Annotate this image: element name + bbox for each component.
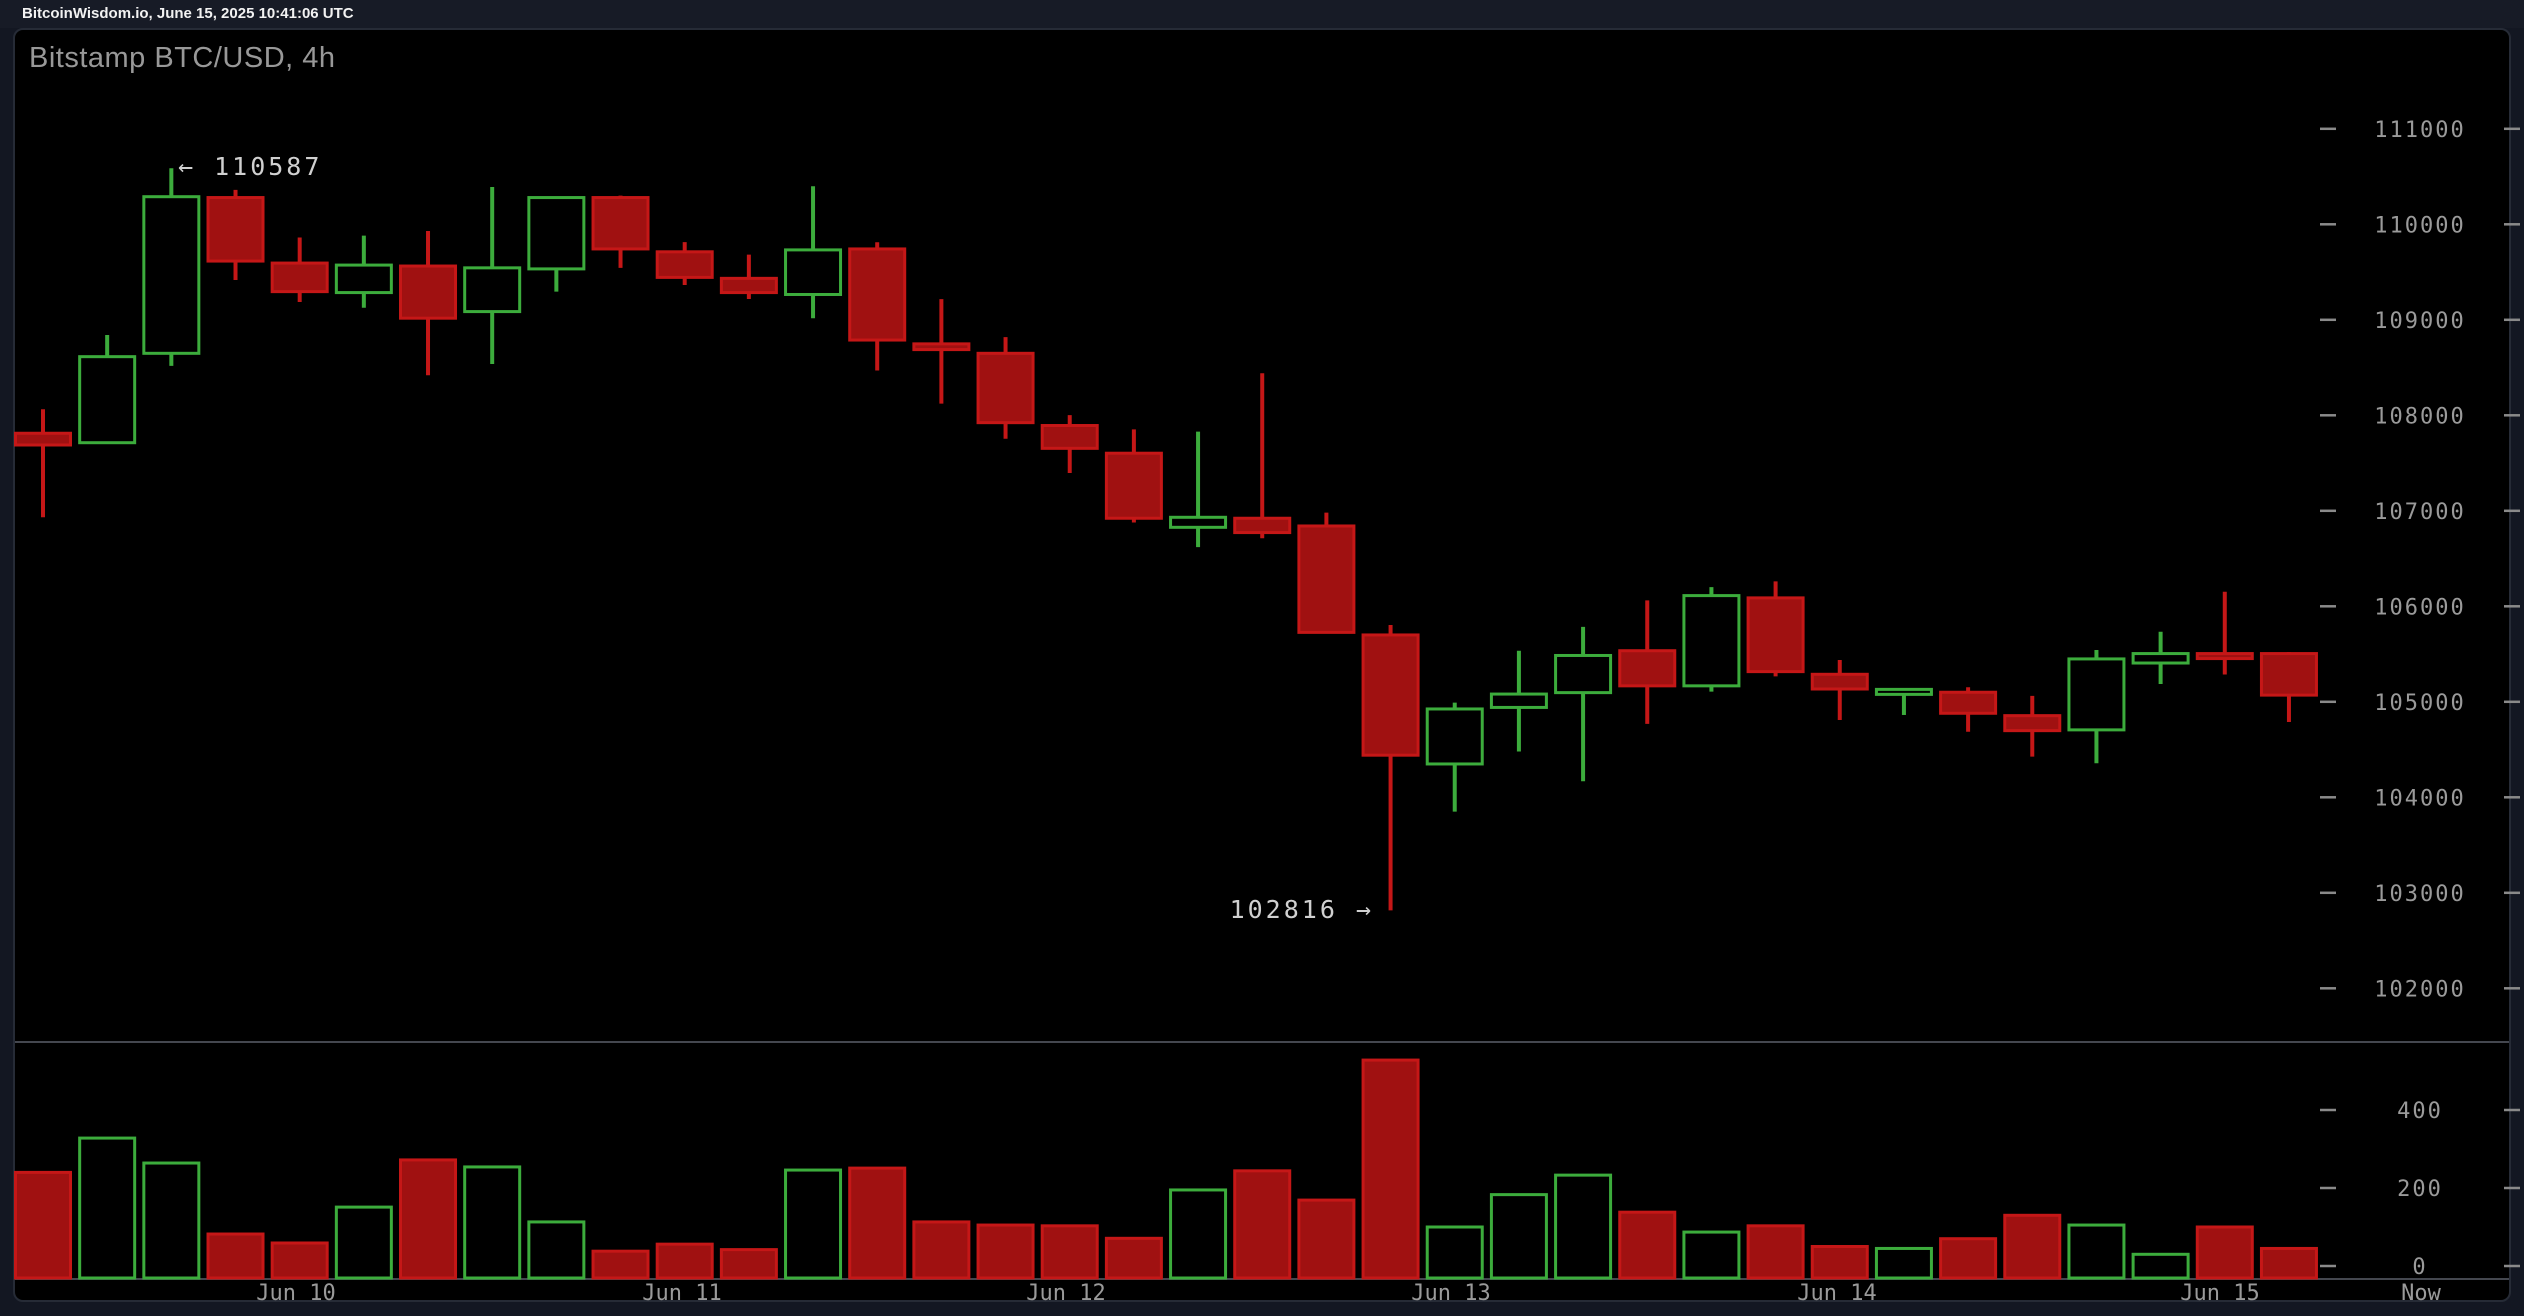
volume-bar xyxy=(719,1248,778,1280)
volume-bar xyxy=(1939,1237,1998,1280)
high-annotation: ← 110587 xyxy=(178,152,322,181)
date-label: Jun 13 xyxy=(1411,1281,1490,1306)
volume-bar xyxy=(1746,1224,1805,1280)
candle-body xyxy=(2131,652,2190,665)
volume-bar xyxy=(1169,1188,1228,1280)
volume-bar xyxy=(1489,1193,1548,1280)
volume-bar xyxy=(1874,1246,1933,1280)
volume-bar xyxy=(655,1242,714,1280)
volume-bar xyxy=(334,1205,393,1280)
volume-bar xyxy=(142,1161,201,1280)
now-label: Now xyxy=(2401,1281,2441,1306)
volume-bar xyxy=(912,1220,971,1280)
date-label: Jun 15 xyxy=(2180,1281,2259,1306)
candle-body xyxy=(206,196,265,263)
volume-bar xyxy=(1297,1198,1356,1280)
candle-body xyxy=(1489,692,1548,709)
header-bar: BitcoinWisdom.io, June 15, 2025 10:41:06… xyxy=(0,0,2524,28)
candle-body xyxy=(1233,516,1292,535)
candle-body xyxy=(334,263,393,295)
candle-body xyxy=(1554,653,1613,695)
candle-body xyxy=(848,247,907,342)
price-axis-label: 106000 xyxy=(2374,595,2465,620)
volume-bar xyxy=(270,1241,329,1280)
candle-body xyxy=(1104,451,1163,520)
volume-bar xyxy=(2195,1225,2254,1280)
date-label: Jun 12 xyxy=(1026,1281,1105,1306)
candle-body xyxy=(1939,690,1998,715)
price-axis-label: 111000 xyxy=(2374,118,2465,143)
volume-bar xyxy=(1810,1245,1869,1280)
volume-bar xyxy=(848,1166,907,1280)
candle-body xyxy=(1425,707,1484,766)
candle-body xyxy=(1810,672,1869,691)
header-title: BitcoinWisdom.io, June 15, 2025 10:41:06… xyxy=(22,5,354,22)
volume-bar xyxy=(399,1158,458,1280)
candle-body xyxy=(2195,652,2254,661)
volume-bar xyxy=(2131,1252,2190,1280)
price-axis-label: 102000 xyxy=(2374,977,2465,1002)
volume-bar xyxy=(14,1170,72,1280)
price-axis-label: 104000 xyxy=(2374,786,2465,811)
volume-bar xyxy=(78,1136,137,1280)
price-axis-label: 110000 xyxy=(2374,213,2465,238)
volume-bar xyxy=(2259,1246,2318,1280)
volume-axis-label: 400 xyxy=(2397,1099,2443,1124)
volume-axis-label: 200 xyxy=(2397,1177,2443,1202)
candle-body xyxy=(1040,424,1099,450)
volume-bar xyxy=(1233,1169,1292,1280)
volume-bar xyxy=(2003,1213,2062,1280)
candle-body xyxy=(1746,596,1805,674)
price-axis-label: 103000 xyxy=(2374,882,2465,907)
candle-body xyxy=(591,196,650,251)
date-label: Jun 10 xyxy=(256,1281,335,1306)
candle-body xyxy=(976,351,1035,425)
volume-bar xyxy=(1040,1224,1099,1280)
volume-bar xyxy=(527,1220,586,1280)
volume-bar xyxy=(1554,1173,1613,1280)
price-axis-label: 107000 xyxy=(2374,500,2465,525)
chart-title: Bitstamp BTC/USD, 4h xyxy=(29,42,336,74)
candle-body xyxy=(2067,657,2126,732)
candle-body xyxy=(2259,652,2318,697)
date-label: Jun 14 xyxy=(1797,1281,1876,1306)
date-label: Jun 11 xyxy=(642,1281,721,1306)
volume-bar xyxy=(1425,1225,1484,1280)
candle-body xyxy=(1618,649,1677,688)
candle-body xyxy=(912,342,971,352)
candle-body xyxy=(1297,524,1356,634)
low-annotation: 102816 → xyxy=(1230,895,1374,924)
candle-body xyxy=(78,355,137,445)
volume-bar xyxy=(784,1168,843,1280)
volume-bar xyxy=(1104,1236,1163,1280)
candle-body xyxy=(719,276,778,295)
candle-body xyxy=(655,250,714,279)
candle-body xyxy=(14,431,72,447)
volume-bar xyxy=(206,1232,265,1280)
price-axis-label: 108000 xyxy=(2374,404,2465,429)
volume-bar xyxy=(976,1223,1035,1280)
candle-body xyxy=(784,248,843,296)
candle-body xyxy=(2003,714,2062,733)
volume-axis-label: 0 xyxy=(2412,1255,2427,1280)
candle-body xyxy=(463,266,522,314)
volume-bar xyxy=(1618,1210,1677,1280)
volume-bar xyxy=(591,1249,650,1280)
candle-body xyxy=(399,264,458,320)
price-axis-label: 105000 xyxy=(2374,691,2465,716)
volume-bar xyxy=(1682,1230,1741,1280)
volume-bar xyxy=(463,1165,522,1280)
candle-body xyxy=(142,195,201,355)
volume-bar xyxy=(1361,1058,1420,1280)
volume-bar xyxy=(2067,1223,2126,1280)
candle-body xyxy=(1874,687,1933,696)
candle-body xyxy=(1169,515,1228,529)
candle-body xyxy=(1361,633,1420,757)
candle-body xyxy=(1682,594,1741,688)
candle-body xyxy=(270,261,329,294)
candle-body xyxy=(527,196,586,271)
price-axis-label: 109000 xyxy=(2374,309,2465,334)
